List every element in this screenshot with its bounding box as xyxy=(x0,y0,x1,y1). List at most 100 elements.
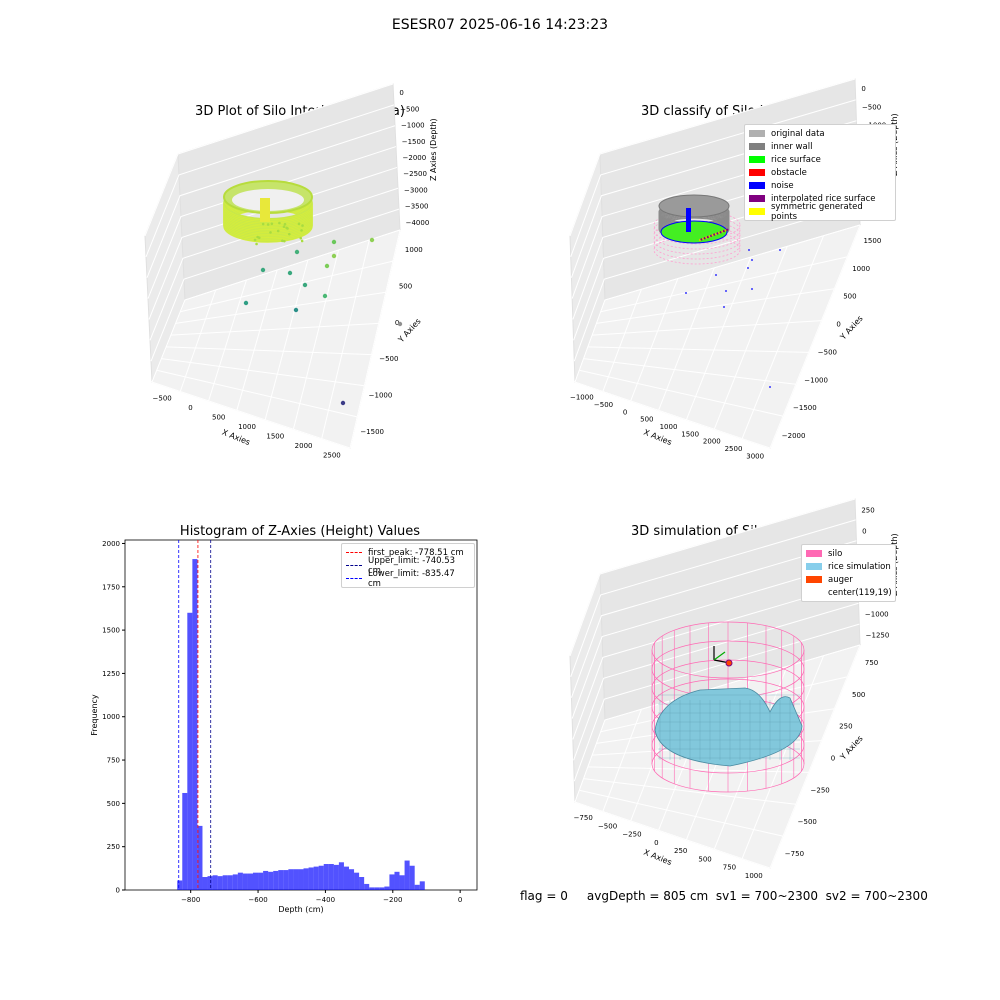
legend-label: original data xyxy=(771,129,825,139)
x-tick-label: 1000 xyxy=(238,423,256,431)
data-point xyxy=(323,294,327,298)
noise-point xyxy=(715,274,717,276)
x-tick-label: −600 xyxy=(248,896,267,904)
legend-entry: center(119,19) xyxy=(806,586,891,599)
y-tick-label: 500 xyxy=(852,691,865,699)
x-tick-label: −750 xyxy=(574,814,593,822)
rice-surface xyxy=(661,221,727,243)
x-tick-label: 2500 xyxy=(323,451,341,459)
histogram-legend: first_peak: -778.51 cm Upper_limit: -740.… xyxy=(341,543,475,588)
noise-point xyxy=(747,267,749,269)
histogram-bar xyxy=(400,875,405,890)
data-point xyxy=(288,233,291,236)
z-tick-label: −1000 xyxy=(401,122,425,130)
histogram-bar xyxy=(394,872,399,890)
symmetric-point xyxy=(726,229,728,231)
data-point xyxy=(271,222,274,225)
legend-entry: Lower_limit: -835.47 cm xyxy=(346,572,470,585)
y-tick-label: 500 xyxy=(107,800,120,808)
histogram-bar xyxy=(243,874,248,890)
legend-swatch xyxy=(749,156,765,163)
noise-cluster xyxy=(686,208,691,232)
histogram-bar xyxy=(192,559,197,890)
noise-point xyxy=(769,386,771,388)
y-tick-label: −1500 xyxy=(360,428,384,436)
x-tick-label: 1500 xyxy=(681,430,699,438)
histogram-bar xyxy=(298,869,303,890)
x-tick-label: −1000 xyxy=(570,394,594,402)
x-tick-label: 0 xyxy=(188,404,192,412)
histogram-bar xyxy=(238,873,243,890)
histogram-bar xyxy=(177,880,182,890)
histogram-bar xyxy=(258,873,263,890)
z-tick-label: −3500 xyxy=(405,203,429,211)
histogram-bar xyxy=(213,875,218,890)
legend-entry: noise xyxy=(749,179,891,192)
legend-label: inner wall xyxy=(771,142,812,152)
legend-swatch xyxy=(806,563,822,570)
histogram-bar xyxy=(379,887,384,890)
histogram-bar xyxy=(288,869,293,890)
histogram-bar xyxy=(334,865,339,890)
histogram-bar xyxy=(304,868,309,890)
inner-wall-top xyxy=(659,195,729,217)
x-tick-label: 3000 xyxy=(746,452,764,460)
y-tick-label: −1500 xyxy=(793,404,817,412)
x-tick-label: 1500 xyxy=(266,432,284,440)
legend-label: obstacle xyxy=(771,168,807,178)
data-point xyxy=(301,224,304,227)
classify-legend: original data inner wall rice surface obsta… xyxy=(744,124,896,221)
y-tick-label: 0 xyxy=(836,321,840,329)
data-point xyxy=(283,225,286,228)
x-tick-label: 1000 xyxy=(660,423,678,431)
auger xyxy=(726,660,732,666)
histogram-bar xyxy=(273,871,278,890)
legend-swatch xyxy=(806,576,822,583)
status-footer: flag = 0 avgDepth = 805 cm sv1 = 700~230… xyxy=(520,889,928,903)
x-tick-label: 0 xyxy=(458,896,462,904)
x-tick-label: −500 xyxy=(153,395,172,403)
data-point xyxy=(325,264,329,268)
data-point xyxy=(283,240,286,243)
legend-entry: original data xyxy=(749,127,891,140)
histogram-bar xyxy=(384,887,389,890)
histogram-bar xyxy=(329,864,334,890)
simulation-legend: silo rice simulation auger center(119,19) xyxy=(801,544,896,602)
legend-line-swatch xyxy=(346,578,362,579)
z-tick-label: 0 xyxy=(861,85,865,93)
noise-point xyxy=(779,249,781,251)
x-tick-label: 500 xyxy=(698,855,711,863)
histogram-bar xyxy=(339,862,344,890)
histogram-bar xyxy=(405,861,410,890)
rice-surface xyxy=(655,688,802,766)
x-tick-label: 0 xyxy=(623,408,627,416)
histogram-bar xyxy=(218,876,223,890)
z-tick-label: −1250 xyxy=(866,632,890,640)
y-tick-label: −250 xyxy=(811,786,830,794)
z-tick-label: 0 xyxy=(862,527,866,535)
histogram-bar xyxy=(410,866,415,890)
histogram-bar xyxy=(344,867,349,890)
histogram-bar xyxy=(248,874,253,890)
histogram-bar xyxy=(228,875,233,890)
data-point xyxy=(255,243,258,246)
z-tick-label: 0 xyxy=(399,89,403,97)
y-axis-label: Y Axies xyxy=(838,314,865,342)
noise-point xyxy=(748,249,750,251)
data-point xyxy=(277,230,280,233)
data-point xyxy=(370,238,374,242)
legend-label: center(119,19) xyxy=(828,588,892,598)
legend-label: symmetric generated points xyxy=(771,202,891,222)
legend-swatch xyxy=(749,130,765,137)
data-point xyxy=(398,322,402,326)
data-point xyxy=(294,308,298,312)
legend-entry: silo xyxy=(806,547,891,560)
z-axis-label: Z Axies (Depth) xyxy=(429,118,438,181)
y-tick-label: 1500 xyxy=(863,237,881,245)
legend-swatch xyxy=(749,208,765,215)
noise-point xyxy=(725,290,727,292)
histogram-bar xyxy=(263,871,268,890)
legend-entry: rice simulation xyxy=(806,560,891,573)
y-tick-label: −1000 xyxy=(369,392,393,400)
data-point xyxy=(299,237,302,240)
